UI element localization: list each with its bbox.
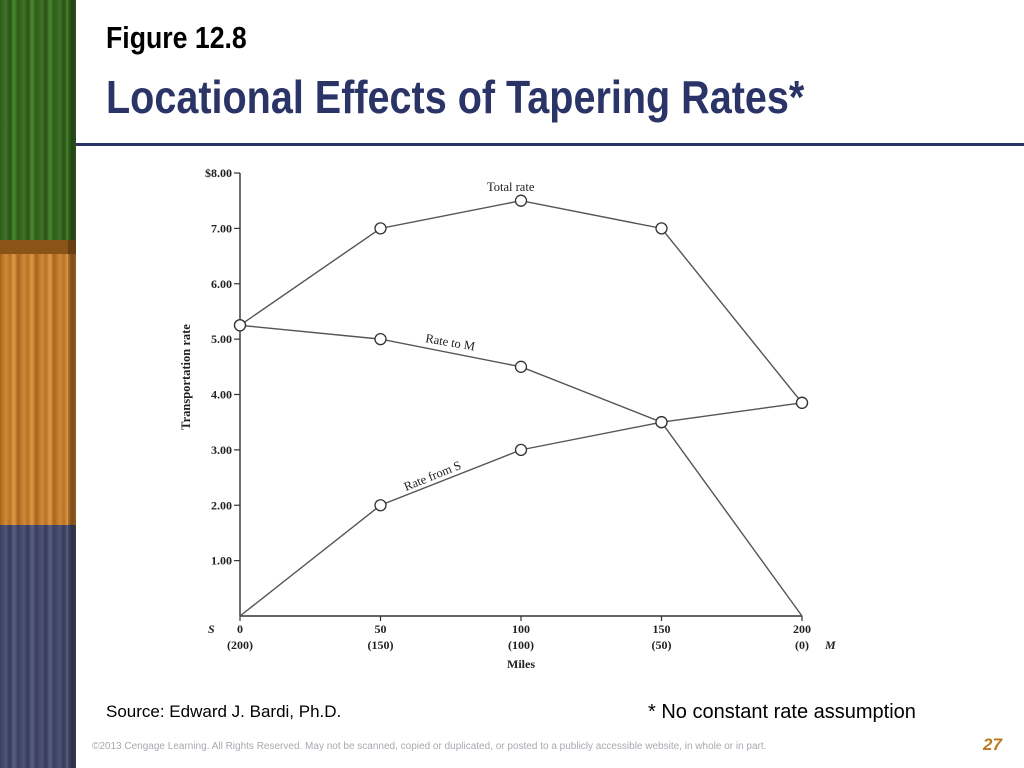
sidebar-orange-edge (0, 240, 76, 254)
y-tick-label: 1.00 (211, 554, 232, 568)
x-tick-label: 0 (237, 622, 243, 636)
data-point-total-rate (514, 194, 528, 207)
x-tick-sublabel: (100) (508, 638, 534, 652)
x-tick-sublabel: (150) (368, 638, 394, 652)
y-axis-label: Transportation rate (179, 324, 193, 430)
x-tick-label: 100 (512, 622, 530, 636)
title-divider (76, 143, 1024, 146)
x-axis-label: Miles (507, 657, 535, 671)
endpoint-label-m: M (824, 638, 836, 652)
x-tick-sublabel: (200) (227, 638, 253, 652)
x-tick-label: 200 (793, 622, 811, 636)
data-point-rate-from-s (655, 416, 668, 429)
data-point-total-rate (655, 222, 668, 235)
x-tick-sublabel: (0) (795, 638, 809, 652)
sidebar-orange-band (0, 240, 76, 525)
data-point-rate-from-s (514, 443, 528, 457)
series-line-rate-from-s (239, 402, 803, 617)
y-tick-label: 5.00 (211, 332, 232, 346)
data-point-rate-to-m (233, 319, 247, 332)
y-tick-label: $8.00 (205, 166, 232, 180)
y-tick-label: 3.00 (211, 443, 232, 457)
endpoint-label-s: S (208, 622, 215, 636)
data-point-rate-from-s (795, 396, 809, 409)
series-label-total-rate: Total rate (487, 180, 535, 194)
figure-label: Figure 12.8 (106, 20, 247, 55)
series-label-rate-to-m: Rate to M (424, 331, 476, 353)
data-point-rate-to-m (374, 332, 387, 346)
y-tick-label: 6.00 (211, 277, 232, 291)
y-tick-label: 7.00 (211, 221, 232, 235)
copyright-notice: ©2013 Cengage Learning. All Rights Reser… (92, 741, 767, 752)
slide-title: Locational Effects of Tapering Rates* (106, 71, 805, 123)
y-tick-label: 4.00 (211, 388, 232, 402)
sidebar-purple-band (0, 525, 76, 768)
data-point-rate-from-s (374, 499, 387, 512)
tapering-rates-chart: 1.00 2.00 3.00 4.00 5.00 6.00 7.00 $8.00 0 (200) 5… (179, 166, 836, 671)
x-tick-label: 50 (375, 622, 387, 636)
data-point-total-rate (374, 222, 387, 235)
sidebar-shadow (68, 0, 76, 768)
x-tick-label: 150 (653, 622, 671, 636)
decorative-sidebar (0, 0, 76, 768)
sidebar-green-band (0, 0, 76, 240)
data-point-rate-to-m (514, 360, 528, 373)
x-tick-sublabel: (50) (652, 638, 672, 652)
y-tick-label: 2.00 (211, 498, 232, 512)
page-number: 27 (983, 735, 1002, 754)
footnote: * No constant rate assumption (648, 701, 916, 723)
source-citation: Source: Edward J. Bardi, Ph.D. (106, 702, 342, 721)
